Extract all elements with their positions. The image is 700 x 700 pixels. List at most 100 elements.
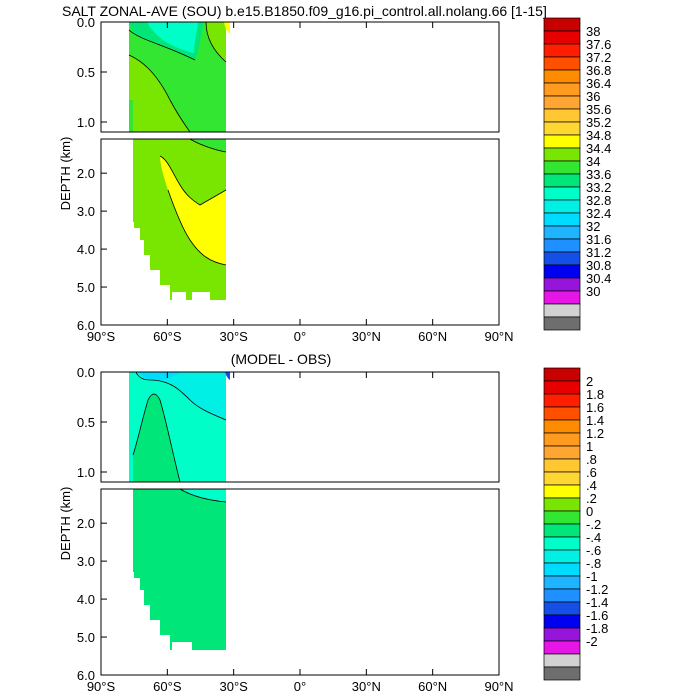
colorbar-label: 37.6 [586,37,611,52]
colorbar-label: -.8 [586,556,601,571]
colorbar-label: 37.2 [586,50,611,65]
colorbar-swatch [543,536,581,551]
x-tick-label: 30°S [219,679,248,694]
lower-y-tick-label: 2.0 [77,166,95,181]
colorbar-label: 32.8 [586,193,611,208]
top-lower-contour-1 [159,155,227,206]
bottom-upper-contour-2 [132,393,181,483]
x-tick-label: 90°N [484,329,513,344]
colorbar-label: 30.4 [586,271,611,286]
colorbar-swatch [543,432,581,447]
x-tick-label: 30°N [352,329,381,344]
upper-y-tick-label: 0.5 [77,65,95,80]
colorbar-swatch [543,199,581,214]
colorbar-swatch [543,95,581,110]
colorbar-swatch [543,484,581,499]
colorbar-label: 1.2 [586,426,604,441]
colorbar-swatch [543,471,581,486]
upper-y-tick-label: 0.0 [77,15,95,30]
colorbar-label: 38 [586,24,600,39]
colorbar-swatch [543,173,581,188]
colorbar-swatch [543,549,581,564]
bottom-lower-region-neg02-0 [180,489,226,502]
colorbar-swatch [543,56,581,71]
lower-y-tick-label: 6.0 [77,668,95,683]
lower-y-tick-label: 5.0 [77,280,95,295]
x-tick-label: 0° [294,329,306,344]
bottom-upper-region-neg-strong [225,372,230,380]
colorbar-label: .8 [586,452,597,467]
colorbar-swatch [543,186,581,201]
colorbar-swatch [543,108,581,123]
colorbar-swatch [543,458,581,473]
colorbar-swatch [543,30,581,45]
colorbar-label: 1.8 [586,387,604,402]
lower-y-tick-label: 5.0 [77,630,95,645]
colorbar-swatch [543,588,581,603]
colorbar-swatch [543,134,581,149]
colorbar-label: 35.6 [586,102,611,117]
upper-y-tick-label: 0.5 [77,415,95,430]
colorbar-swatch [543,666,581,681]
colorbar-label: .6 [586,465,597,480]
top-upper-region-s34-core [206,22,226,62]
colorbar-swatch [543,238,581,253]
colorbar-swatch [543,627,581,642]
colorbar-swatch [543,380,581,395]
colorbar-swatch [543,575,581,590]
colorbar-label: .2 [586,491,597,506]
colorbar-swatch [543,17,581,32]
x-tick-label: 30°N [352,679,381,694]
colorbar-label: 1 [586,439,593,454]
colorbar-swatch [543,69,581,84]
colorbar-swatch [543,316,581,331]
colorbar-swatch [543,640,581,655]
colorbar-swatch [543,393,581,408]
colorbar-swatch [543,147,581,162]
colorbar-swatch [543,212,581,227]
colorbar-swatch [543,43,581,58]
top-lower-panel [100,138,500,326]
colorbar-swatch [543,367,581,382]
colorbar-label: 30 [586,284,600,299]
x-tick-label: 90°S [87,329,116,344]
colorbar-label: .4 [586,478,597,493]
colorbar-swatch [543,601,581,616]
colorbar-label: 1.4 [586,413,604,428]
colorbar-swatch [543,653,581,668]
colorbar-swatch [543,523,581,538]
colorbar-label: 1.6 [586,400,604,415]
colorbar-label: -.6 [586,543,601,558]
colorbar-swatch [543,614,581,629]
colorbar-0: 3837.637.236.836.43635.635.234.834.43433… [543,17,611,331]
chart-title: SALT ZONAL-AVE (SOU) b.e15.B1850.f09_g16… [62,3,547,19]
lower-y-tick-label: 2.0 [77,516,95,531]
lower-y-tick-label: 3.0 [77,554,95,569]
colorbar-label: 0 [586,504,593,519]
x-tick-label: 60°N [418,679,447,694]
x-tick-label: 60°S [153,679,182,694]
colorbar-swatch [543,251,581,266]
colorbar-swatch [543,303,581,318]
lower-y-tick-label: 4.0 [77,592,95,607]
colorbar-label: 34.8 [586,128,611,143]
colorbar-swatch [543,264,581,279]
top-upper-contour-1 [128,29,196,61]
bottom-upper-panel [100,371,500,483]
upper-y-tick-label: 0.0 [77,365,95,380]
colorbar-1: 21.81.61.41.21.8.6.4.20-.2-.4-.6-.8-1-1.… [543,367,608,681]
colorbars: 3837.637.236.836.43635.635.234.834.43433… [543,17,611,681]
colorbar-label: -.4 [586,530,601,545]
top-upper-contour-3 [205,21,227,63]
colorbar-label: 34 [586,154,600,169]
colorbar-label: 36.8 [586,63,611,78]
top-upper-region-s348-deep [129,55,190,132]
colorbar-label: 2 [586,374,593,389]
x-tick-label: 90°S [87,679,116,694]
colorbar-label: 31.6 [586,232,611,247]
difference-title: (MODEL - OBS) [230,351,332,367]
x-tick-label: 90°N [484,679,513,694]
colorbar-swatch [543,562,581,577]
top-upper-region-fresh-tongue [147,22,198,53]
axes-layer: 0.00.51.02.03.04.05.06.090°S 60°S 30°S 0° 30… [58,15,514,694]
